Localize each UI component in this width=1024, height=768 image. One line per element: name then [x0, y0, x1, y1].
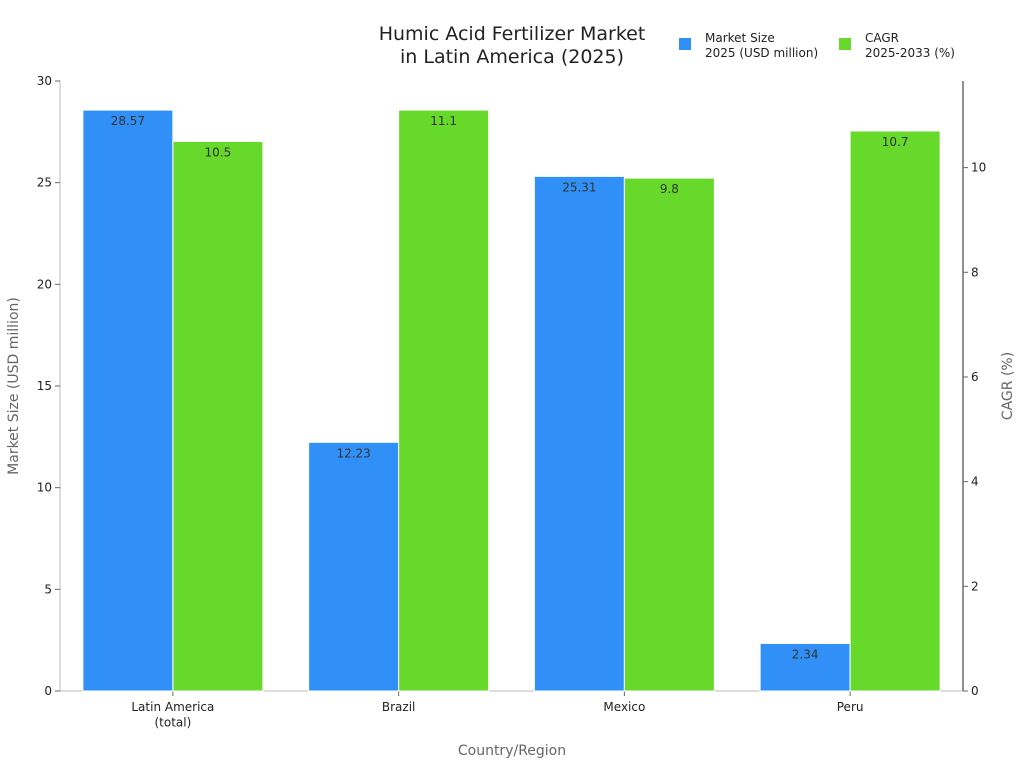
value-label: 10.7: [882, 135, 909, 149]
value-label: 10.5: [205, 145, 232, 159]
y-tick-label: 5: [44, 582, 52, 596]
y2-tick-label: 8: [971, 265, 979, 279]
bar: [533, 175, 625, 692]
legend-swatch: [679, 38, 691, 50]
value-label: 2.34: [792, 647, 819, 661]
y-tick-label: 30: [37, 74, 52, 88]
y2-tick-label: 4: [971, 475, 979, 489]
x-tick-label: Brazil: [382, 700, 416, 714]
y-tick-label: 0: [44, 684, 52, 698]
x-axis-label: Country/Region: [458, 743, 566, 759]
bar: [308, 441, 400, 692]
y2-tick-label: 2: [971, 579, 979, 593]
x-tick-label: Mexico: [603, 700, 645, 714]
y-tick-label: 10: [37, 481, 52, 495]
bar: [759, 642, 851, 692]
y2-tick-label: 6: [971, 370, 979, 384]
bar: [849, 130, 941, 692]
x-tick-label: Peru: [837, 700, 864, 714]
y2-tick-label: 0: [971, 684, 979, 698]
chart-title: Humic Acid Fertilizer Market in Latin Ame…: [379, 23, 646, 68]
value-label: 9.8: [660, 182, 679, 196]
y-tick-label: 20: [37, 277, 52, 291]
legend-label: Market Size 2025 (USD million): [705, 31, 818, 60]
y2-tick-label: 10: [971, 161, 986, 175]
y-axis-label: Market Size (USD million): [6, 297, 22, 475]
bar: [623, 177, 715, 692]
legend-label: CAGR 2025-2033 (%): [865, 31, 955, 60]
value-label: 28.57: [111, 114, 145, 128]
bar: [82, 109, 174, 692]
y-tick-label: 25: [37, 176, 52, 190]
value-label: 11.1: [430, 114, 457, 128]
value-label: 25.31: [562, 180, 596, 194]
legend-swatch: [839, 38, 851, 50]
y-tick-label: 15: [37, 379, 52, 393]
bar: [398, 109, 490, 692]
value-label: 12.23: [336, 446, 370, 460]
y2-axis-label: CAGR (%): [1000, 352, 1016, 420]
bar: [172, 140, 264, 692]
x-tick-label: Latin America (total): [131, 700, 214, 730]
